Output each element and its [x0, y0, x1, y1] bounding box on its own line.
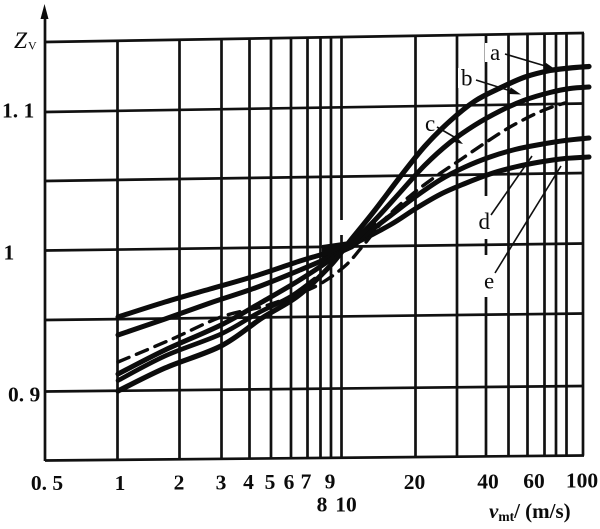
svg-text:6: 6 — [284, 470, 295, 494]
svg-text:d: d — [479, 209, 491, 234]
svg-text:c: c — [425, 111, 435, 136]
svg-text:40: 40 — [477, 470, 499, 494]
svg-text:1: 1 — [115, 471, 126, 495]
svg-text:b: b — [461, 66, 473, 91]
svg-text:0. 9: 0. 9 — [8, 383, 40, 407]
svg-text:1: 1 — [4, 241, 15, 265]
svg-text:2: 2 — [174, 471, 185, 495]
svg-text:8: 8 — [317, 493, 328, 517]
svg-text:4: 4 — [243, 470, 254, 494]
svg-text:5: 5 — [265, 470, 276, 494]
svg-text:9: 9 — [325, 470, 336, 494]
svg-text:0. 5: 0. 5 — [31, 471, 63, 495]
svg-text:e: e — [484, 269, 494, 294]
svg-text:1. 1: 1. 1 — [2, 99, 34, 123]
svg-text:7: 7 — [301, 470, 312, 494]
svg-text:100: 100 — [566, 469, 598, 493]
svg-text:vmt/ (m/s): vmt/ (m/s) — [489, 499, 571, 524]
svg-text:60: 60 — [523, 469, 545, 493]
svg-text:a: a — [490, 40, 500, 65]
svg-text:20: 20 — [404, 470, 426, 494]
svg-text:3: 3 — [216, 471, 227, 495]
svg-text:10: 10 — [335, 493, 357, 517]
svg-text:V: V — [28, 39, 37, 53]
svg-text:Z: Z — [14, 28, 28, 54]
